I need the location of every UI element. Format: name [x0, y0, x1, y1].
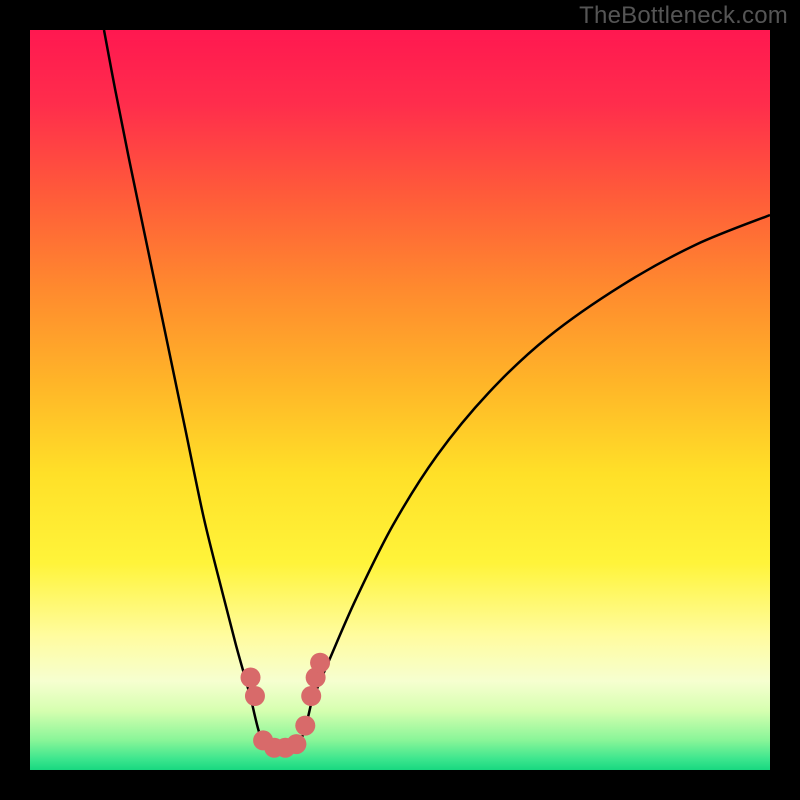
valley-marker — [301, 686, 321, 706]
gradient-background — [30, 30, 770, 770]
plot-area — [30, 30, 770, 770]
valley-marker — [286, 734, 306, 754]
valley-marker — [310, 653, 330, 673]
valley-marker — [295, 716, 315, 736]
chart-frame: TheBottleneck.com — [0, 0, 800, 800]
valley-marker — [241, 668, 261, 688]
watermark-text: TheBottleneck.com — [579, 2, 788, 30]
valley-marker — [245, 686, 265, 706]
chart-svg — [30, 30, 770, 770]
